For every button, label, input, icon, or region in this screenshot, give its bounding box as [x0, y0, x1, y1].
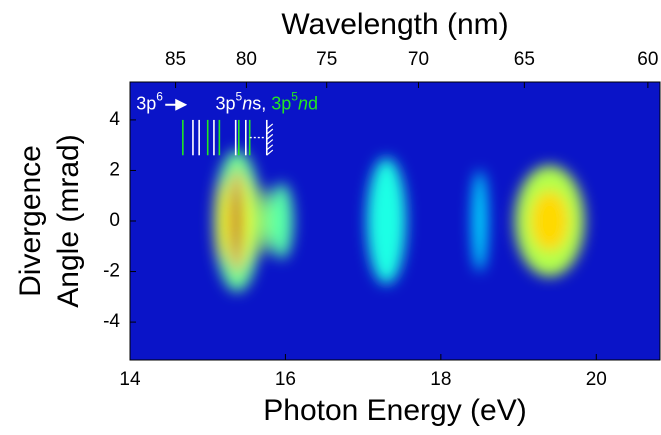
annotation-part: 5 [291, 90, 298, 104]
x2-axis-title: Wavelength (nm) [281, 8, 508, 41]
annotation-part: s, [252, 93, 271, 113]
intensity-spot [223, 175, 232, 267]
limit-hatch [266, 123, 274, 130]
limit-hatch [266, 133, 274, 140]
limit-hatch [266, 149, 274, 156]
intensity-spot [530, 190, 570, 252]
y-tick-label: -2 [103, 261, 120, 282]
annotation-part: n [242, 93, 252, 113]
y-tick-label: 2 [109, 159, 120, 180]
y-tick-label: -4 [103, 311, 120, 332]
x2-tick-label: 65 [514, 49, 535, 70]
x-tick-label: 18 [430, 369, 451, 390]
intensity-spot [261, 185, 271, 257]
x2-tick-label: 80 [236, 49, 257, 70]
limit-hatch [266, 128, 274, 135]
overlay: 3p6 3p5ns, 3p5nd [136, 90, 318, 156]
annotation: 3p6 [136, 90, 163, 114]
y-tick-label: 4 [109, 109, 120, 130]
annotation-part: d [308, 93, 318, 113]
x-tick-label: 20 [586, 369, 607, 390]
x2-tick-label: 75 [316, 49, 337, 70]
intensity-spot [215, 183, 224, 259]
limit-hatch [266, 139, 274, 146]
intensity-spot [471, 170, 488, 272]
intensity-map [213, 150, 585, 292]
x-tick-label: 14 [119, 369, 141, 390]
x2-tick-label: 85 [165, 49, 186, 70]
annotation-part: n [298, 93, 308, 113]
x2-tick-label: 60 [637, 49, 658, 70]
annotation-part: 6 [156, 90, 163, 104]
intensity-spot [367, 157, 406, 285]
y-axis-title: Divergence [14, 145, 47, 297]
x2-tick-label: 70 [408, 49, 429, 70]
y-tick-label: 0 [109, 210, 120, 231]
annotation-part: 3p [136, 93, 156, 113]
intensity-spot [269, 183, 294, 259]
annotation-part: 5 [236, 90, 243, 104]
x-axis-title: Photon Energy (eV) [263, 394, 526, 427]
annotation-part: 3p [271, 93, 291, 113]
limit-hatch [266, 144, 274, 151]
intensity-spot [242, 175, 251, 267]
x-tick-label: 16 [275, 369, 296, 390]
y-axis-title: Angle (mrad) [52, 134, 85, 307]
annotation: 3p5ns, 3p5nd [215, 90, 318, 114]
annotation-part: 3p [215, 93, 235, 113]
intensity-spot [234, 185, 240, 257]
intensity-spot [252, 183, 260, 259]
